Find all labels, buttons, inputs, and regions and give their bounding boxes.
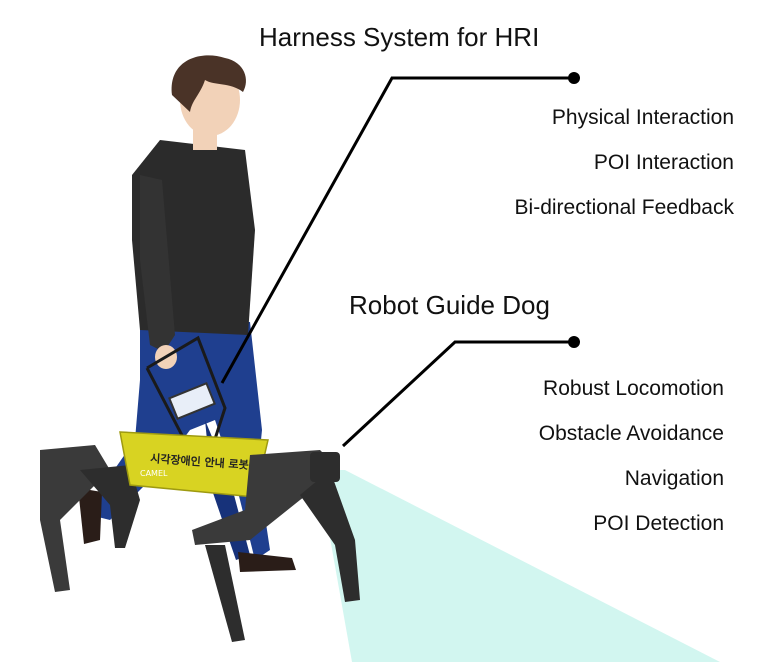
sensor-beam xyxy=(318,470,720,662)
dog-leader-line xyxy=(341,340,574,448)
dog-leader-dot xyxy=(568,336,580,348)
feature-item: Physical Interaction xyxy=(551,106,734,129)
feature-item: POI Detection xyxy=(593,512,724,535)
feature-item: Navigation xyxy=(624,467,724,490)
harness-title: Harness System for HRI xyxy=(259,22,540,52)
feature-item: Robust Locomotion xyxy=(543,377,724,400)
dog-title: Robot Guide Dog xyxy=(349,290,550,320)
feature-item: POI Interaction xyxy=(593,151,734,174)
harness-leader-dot xyxy=(568,72,580,84)
leader-lines xyxy=(220,76,574,448)
feature-item: Bi-directional Feedback xyxy=(514,196,734,219)
robot-sign-text: 시각장애인 안내 로봇 xyxy=(150,451,249,472)
harness-feature-list: Physical Interaction POI Interaction Bi-… xyxy=(515,104,734,239)
robot-dog-illustration: 시각장애인 안내 로봇 CAMEL xyxy=(40,431,360,642)
feature-item: Obstacle Avoidance xyxy=(538,422,724,445)
harness-leader-line xyxy=(220,76,574,384)
robot-brand-text: CAMEL xyxy=(140,469,168,478)
dog-feature-list: Robust Locomotion Obstacle Avoidance Nav… xyxy=(539,375,724,555)
